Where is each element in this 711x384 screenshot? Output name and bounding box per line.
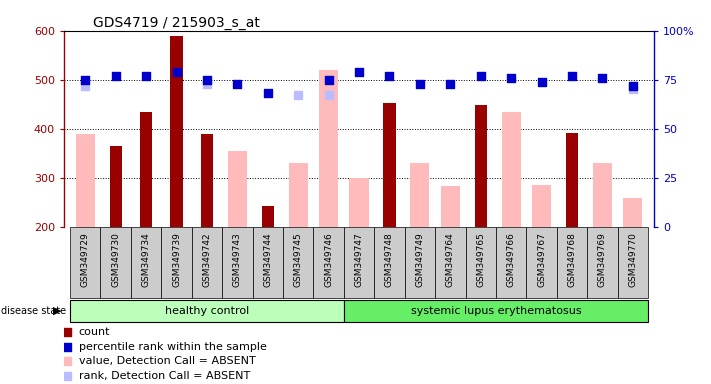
Point	[262, 90, 274, 96]
Point	[627, 86, 638, 93]
Text: GSM349745: GSM349745	[294, 232, 303, 287]
Bar	[109, 146, 122, 227]
Bar	[374, 227, 405, 298]
Text: rank, Detection Call = ABSENT: rank, Detection Call = ABSENT	[79, 371, 250, 381]
Bar	[587, 227, 618, 298]
Text: value, Detection Call = ABSENT: value, Detection Call = ABSENT	[79, 356, 255, 366]
Text: GSM349730: GSM349730	[111, 232, 120, 287]
Bar	[466, 227, 496, 298]
Point	[141, 73, 152, 79]
Bar	[75, 134, 95, 227]
Point	[506, 74, 517, 81]
Point	[80, 77, 91, 83]
Bar	[624, 198, 643, 227]
Text: GSM349770: GSM349770	[629, 232, 637, 287]
Text: disease state: disease state	[1, 306, 66, 316]
Text: GDS4719 / 215903_s_at: GDS4719 / 215903_s_at	[94, 16, 260, 30]
Text: GSM349739: GSM349739	[172, 232, 181, 287]
Bar	[283, 227, 314, 298]
Bar	[593, 163, 612, 227]
Bar	[383, 103, 395, 227]
Point	[201, 77, 213, 83]
Text: GSM349734: GSM349734	[141, 232, 151, 287]
Text: GSM349764: GSM349764	[446, 232, 455, 287]
Bar	[289, 163, 308, 227]
Text: healthy control: healthy control	[165, 306, 249, 316]
Text: count: count	[79, 327, 110, 337]
Text: percentile rank within the sample: percentile rank within the sample	[79, 341, 267, 351]
Point	[597, 74, 608, 81]
Text: GSM349766: GSM349766	[507, 232, 515, 287]
Bar	[344, 227, 374, 298]
Point	[323, 77, 334, 83]
Point	[380, 281, 392, 287]
Bar	[70, 300, 344, 322]
Point	[627, 83, 638, 89]
Point	[292, 92, 304, 98]
Bar	[70, 227, 100, 298]
Bar	[161, 227, 192, 298]
Bar	[222, 227, 252, 298]
Bar	[526, 227, 557, 298]
Point	[536, 79, 547, 85]
Bar	[201, 134, 213, 227]
Point	[475, 73, 486, 79]
Point	[380, 10, 392, 17]
Bar	[192, 227, 222, 298]
Bar	[532, 185, 551, 227]
Text: GSM349746: GSM349746	[324, 232, 333, 287]
Text: GSM349748: GSM349748	[385, 232, 394, 287]
Bar	[557, 227, 587, 298]
Text: GSM349769: GSM349769	[598, 232, 607, 287]
Text: GSM349743: GSM349743	[233, 232, 242, 287]
Point	[353, 69, 365, 75]
Bar	[496, 227, 526, 298]
Point	[80, 83, 91, 89]
Bar	[131, 227, 161, 298]
Bar	[314, 227, 344, 298]
Bar	[140, 111, 152, 227]
Point	[415, 81, 426, 87]
Text: GSM349749: GSM349749	[415, 232, 424, 287]
Bar	[501, 113, 520, 227]
Point	[384, 73, 395, 79]
Point	[110, 73, 122, 79]
Bar	[618, 227, 648, 298]
Text: GSM349729: GSM349729	[81, 232, 90, 287]
Text: GSM349765: GSM349765	[476, 232, 485, 287]
Text: GSM349747: GSM349747	[355, 232, 363, 287]
Point	[201, 81, 213, 87]
Bar	[435, 227, 466, 298]
Bar	[441, 186, 460, 227]
Point	[323, 92, 334, 98]
Bar	[228, 151, 247, 227]
Bar	[344, 300, 648, 322]
Text: systemic lupus erythematosus: systemic lupus erythematosus	[411, 306, 582, 316]
Bar	[252, 227, 283, 298]
Bar	[475, 105, 487, 227]
Bar	[410, 163, 429, 227]
Bar	[100, 227, 131, 298]
Point	[232, 81, 243, 87]
Point	[566, 73, 577, 79]
Text: GSM349768: GSM349768	[567, 232, 577, 287]
Point	[380, 146, 392, 152]
Bar	[319, 70, 338, 227]
Bar	[566, 132, 578, 227]
Bar	[262, 205, 274, 227]
Point	[171, 69, 182, 75]
Point	[444, 81, 456, 87]
Text: GSM349767: GSM349767	[537, 232, 546, 287]
Text: GSM349742: GSM349742	[203, 232, 211, 287]
Text: ▶: ▶	[53, 306, 61, 316]
Bar	[405, 227, 435, 298]
Text: GSM349744: GSM349744	[263, 232, 272, 287]
Bar	[350, 178, 368, 227]
Bar	[171, 36, 183, 227]
